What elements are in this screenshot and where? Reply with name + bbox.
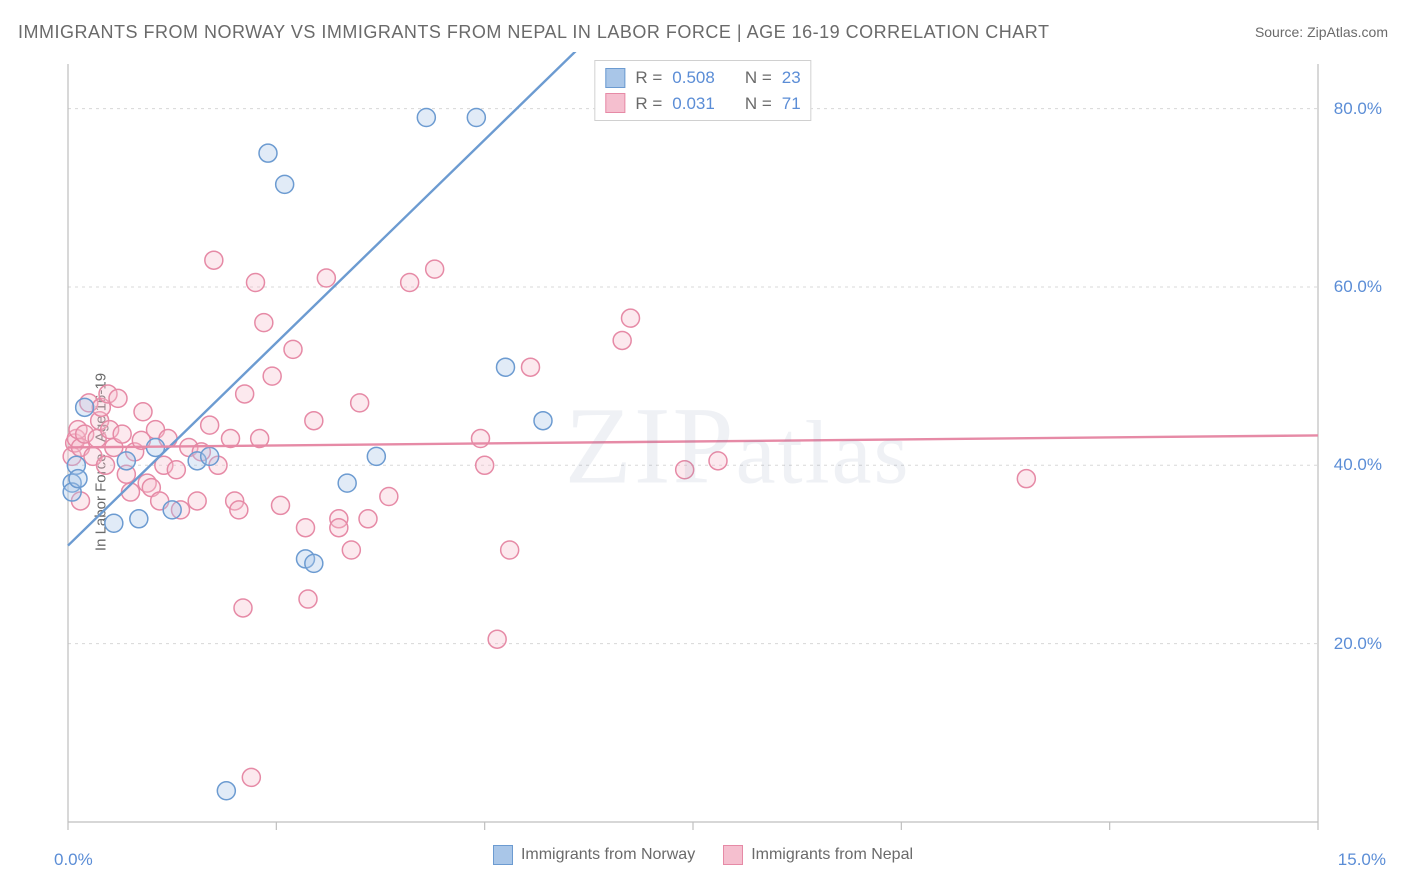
r-value-nepal: 0.031 bbox=[672, 91, 715, 117]
y-tick-label: 80.0% bbox=[1334, 99, 1382, 119]
scatter-point bbox=[113, 425, 131, 443]
scatter-point bbox=[622, 309, 640, 327]
source-label: Source: ZipAtlas.com bbox=[1255, 24, 1388, 40]
scatter-point bbox=[201, 447, 219, 465]
scatter-point bbox=[497, 358, 515, 376]
scatter-point bbox=[97, 456, 115, 474]
scatter-point bbox=[1017, 470, 1035, 488]
scatter-point bbox=[69, 470, 87, 488]
scatter-point bbox=[230, 501, 248, 519]
n-value-nepal: 71 bbox=[782, 91, 801, 117]
scatter-point bbox=[247, 273, 265, 291]
scatter-point bbox=[401, 273, 419, 291]
scatter-point bbox=[276, 175, 294, 193]
scatter-point bbox=[342, 541, 360, 559]
scatter-point bbox=[613, 331, 631, 349]
legend-label-norway: Immigrants from Norway bbox=[521, 846, 695, 864]
chart-title: IMMIGRANTS FROM NORWAY VS IMMIGRANTS FRO… bbox=[18, 22, 1049, 43]
legend-item-nepal: Immigrants from Nepal bbox=[723, 845, 913, 865]
scatter-point bbox=[522, 358, 540, 376]
scatter-point bbox=[359, 510, 377, 528]
y-tick-label: 20.0% bbox=[1334, 634, 1382, 654]
scatter-point bbox=[134, 403, 152, 421]
scatter-point bbox=[317, 269, 335, 287]
legend-swatch-norway bbox=[605, 68, 625, 88]
scatter-point bbox=[472, 430, 490, 448]
scatter-point bbox=[380, 488, 398, 506]
scatter-point bbox=[272, 496, 290, 514]
scatter-point bbox=[117, 452, 135, 470]
scatter-point bbox=[130, 510, 148, 528]
scatter-point bbox=[367, 447, 385, 465]
scatter-point bbox=[426, 260, 444, 278]
scatter-point bbox=[263, 367, 281, 385]
legend-swatch-nepal bbox=[605, 93, 625, 113]
trend-line bbox=[68, 52, 635, 546]
scatter-point bbox=[299, 590, 317, 608]
scatter-point bbox=[236, 385, 254, 403]
n-label: N = bbox=[745, 91, 772, 117]
n-value-norway: 23 bbox=[782, 65, 801, 91]
scatter-point bbox=[163, 501, 181, 519]
scatter-point bbox=[167, 461, 185, 479]
legend-swatch-nepal bbox=[723, 845, 743, 865]
legend-label-nepal: Immigrants from Nepal bbox=[751, 846, 913, 864]
scatter-point bbox=[284, 340, 302, 358]
correlation-legend: R = 0.508 N = 23 R = 0.031 N = 71 bbox=[594, 60, 811, 121]
scatter-point bbox=[297, 519, 315, 537]
y-tick-label: 40.0% bbox=[1334, 455, 1382, 475]
r-label: R = bbox=[635, 65, 662, 91]
y-tick-label: 60.0% bbox=[1334, 277, 1382, 297]
scatter-point bbox=[488, 630, 506, 648]
series-legend: Immigrants from Norway Immigrants from N… bbox=[18, 838, 1388, 872]
scatter-point bbox=[242, 768, 260, 786]
scatter-point bbox=[201, 416, 219, 434]
legend-item-norway: Immigrants from Norway bbox=[493, 845, 695, 865]
scatter-point bbox=[467, 109, 485, 127]
scatter-point bbox=[109, 389, 127, 407]
scatter-point bbox=[76, 398, 94, 416]
scatter-point bbox=[188, 492, 206, 510]
legend-row-norway: R = 0.508 N = 23 bbox=[605, 65, 800, 91]
r-value-norway: 0.508 bbox=[672, 65, 715, 91]
scatter-point bbox=[205, 251, 223, 269]
scatter-point bbox=[234, 599, 252, 617]
r-label: R = bbox=[635, 91, 662, 117]
legend-swatch-norway bbox=[493, 845, 513, 865]
scatter-point bbox=[338, 474, 356, 492]
scatter-point bbox=[476, 456, 494, 474]
scatter-point bbox=[330, 519, 348, 537]
scatter-point bbox=[259, 144, 277, 162]
scatter-point bbox=[305, 554, 323, 572]
scatter-point bbox=[534, 412, 552, 430]
legend-row-nepal: R = 0.031 N = 71 bbox=[605, 91, 800, 117]
scatter-chart-svg bbox=[54, 52, 1388, 872]
scatter-point bbox=[709, 452, 727, 470]
scatter-point bbox=[501, 541, 519, 559]
scatter-point bbox=[105, 514, 123, 532]
scatter-point bbox=[255, 314, 273, 332]
scatter-point bbox=[305, 412, 323, 430]
scatter-point bbox=[417, 109, 435, 127]
scatter-point bbox=[676, 461, 694, 479]
plot-area: In Labor Force | Age 16-19 ZIPatlas R = … bbox=[18, 52, 1388, 872]
n-label: N = bbox=[745, 65, 772, 91]
scatter-point bbox=[351, 394, 369, 412]
scatter-point bbox=[217, 782, 235, 800]
